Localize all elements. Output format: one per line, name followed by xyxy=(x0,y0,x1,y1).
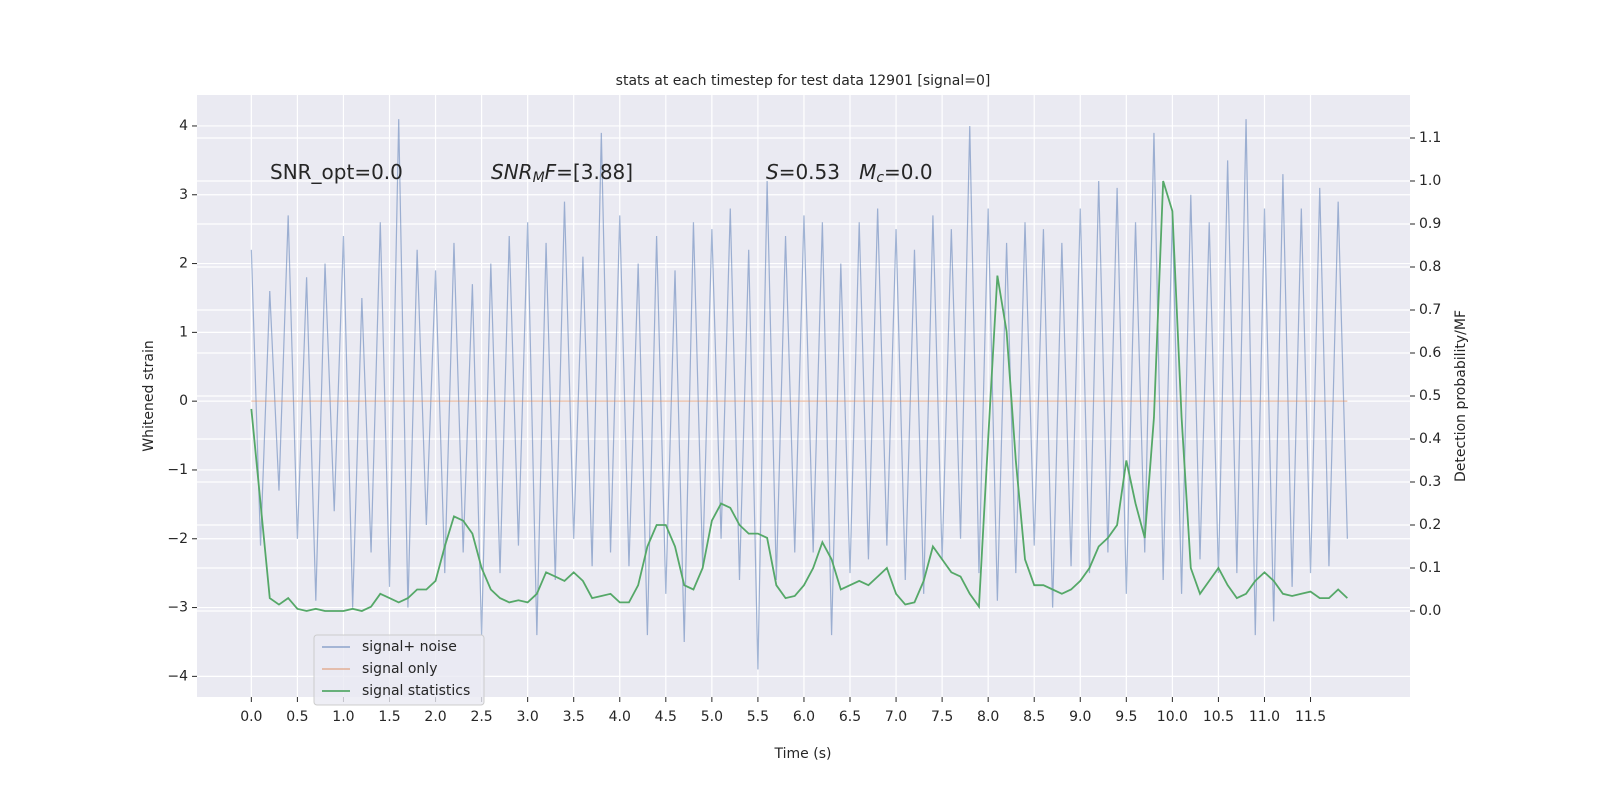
x-tick-label: 3.5 xyxy=(563,709,585,725)
y2-tick-label: 0.3 xyxy=(1419,474,1441,490)
y-tick-label: −4 xyxy=(167,668,188,684)
annotation-part: F xyxy=(545,160,557,184)
y2-tick-label: 0.7 xyxy=(1419,302,1441,318)
annotation-part: c xyxy=(876,170,884,186)
y-tick-label: 1 xyxy=(179,324,188,340)
x-tick-label: 11.0 xyxy=(1249,709,1280,725)
x-tick-label: 10.5 xyxy=(1203,709,1234,725)
y-tick-label: 4 xyxy=(179,118,188,134)
x-tick-label: 2.0 xyxy=(424,709,446,725)
y-tick-label: 0 xyxy=(179,393,188,409)
x-tick-label: 8.5 xyxy=(1023,709,1045,725)
annotation-part: =[3.88] xyxy=(556,160,633,184)
y2-tick-label: 0.6 xyxy=(1419,345,1441,361)
y2-tick-label: 0.4 xyxy=(1419,431,1441,447)
annotation-part: =0.0 xyxy=(884,160,933,184)
x-tick-label: 1.5 xyxy=(378,709,400,725)
annotation-part: S xyxy=(766,160,779,184)
x-tick-label: 5.5 xyxy=(747,709,769,725)
y-tick-label: −3 xyxy=(167,600,188,616)
y-tick-label: 2 xyxy=(179,256,188,272)
annotation-part: M xyxy=(859,160,876,184)
x-tick-label: 5.0 xyxy=(701,709,723,725)
x-tick-label: 7.0 xyxy=(885,709,907,725)
y-tick-label: 3 xyxy=(179,187,188,203)
x-axis-label: Time (s) xyxy=(774,746,832,762)
x-tick-label: 6.5 xyxy=(839,709,861,725)
annotation: S=0.53 Mc=0.0 xyxy=(766,160,933,187)
y2-tick-label: 0.8 xyxy=(1419,259,1441,275)
x-tick-label: 11.5 xyxy=(1295,709,1326,725)
x-tick-label: 0.0 xyxy=(240,709,262,725)
x-tick-label: 10.0 xyxy=(1157,709,1188,725)
chart-title: stats at each timestep for test data 129… xyxy=(616,73,991,89)
annotation-part: M xyxy=(533,170,545,186)
y2-axis-label: Detection probability/MF xyxy=(1453,310,1469,482)
x-tick-label: 8.0 xyxy=(977,709,999,725)
y2-tick-label: 0.5 xyxy=(1419,388,1441,404)
x-tick-label: 3.0 xyxy=(517,709,539,725)
annotation-part: =0.53 xyxy=(779,160,859,184)
annotation-part: SNR xyxy=(491,160,533,184)
y-axis-label: Whitened strain xyxy=(141,340,157,451)
x-tick-label: 9.0 xyxy=(1069,709,1091,725)
annotation-part: SNR_opt=0.0 xyxy=(270,160,403,184)
y2-tick-label: 0.1 xyxy=(1419,560,1441,576)
legend-box xyxy=(313,634,485,706)
x-tick-label: 1.0 xyxy=(332,709,354,725)
y2-tick-label: 1.0 xyxy=(1419,173,1441,189)
y2-tick-label: 0.9 xyxy=(1419,216,1441,232)
x-tick-label: 4.5 xyxy=(655,709,677,725)
x-tick-label: 6.0 xyxy=(793,709,815,725)
legend-label: signal+ noise xyxy=(362,639,457,655)
legend-label: signal only xyxy=(362,661,437,677)
y2-tick-label: 0.2 xyxy=(1419,517,1441,533)
y-tick-label: −1 xyxy=(167,462,188,478)
legend-label: signal statistics xyxy=(362,683,470,699)
x-tick-label: 2.5 xyxy=(470,709,492,725)
series-line xyxy=(250,119,1348,670)
annotation: SNRMF=[3.88] xyxy=(491,160,633,187)
series-line xyxy=(250,180,1348,612)
y-tick-label: −2 xyxy=(167,531,188,547)
x-tick-label: 0.5 xyxy=(286,709,308,725)
x-tick-label: 9.5 xyxy=(1115,709,1137,725)
y2-tick-label: 1.1 xyxy=(1419,130,1441,146)
x-tick-label: 4.0 xyxy=(609,709,631,725)
y2-tick-label: 0.0 xyxy=(1419,603,1441,619)
annotation: SNR_opt=0.0 xyxy=(270,160,403,184)
x-tick-label: 7.5 xyxy=(931,709,953,725)
